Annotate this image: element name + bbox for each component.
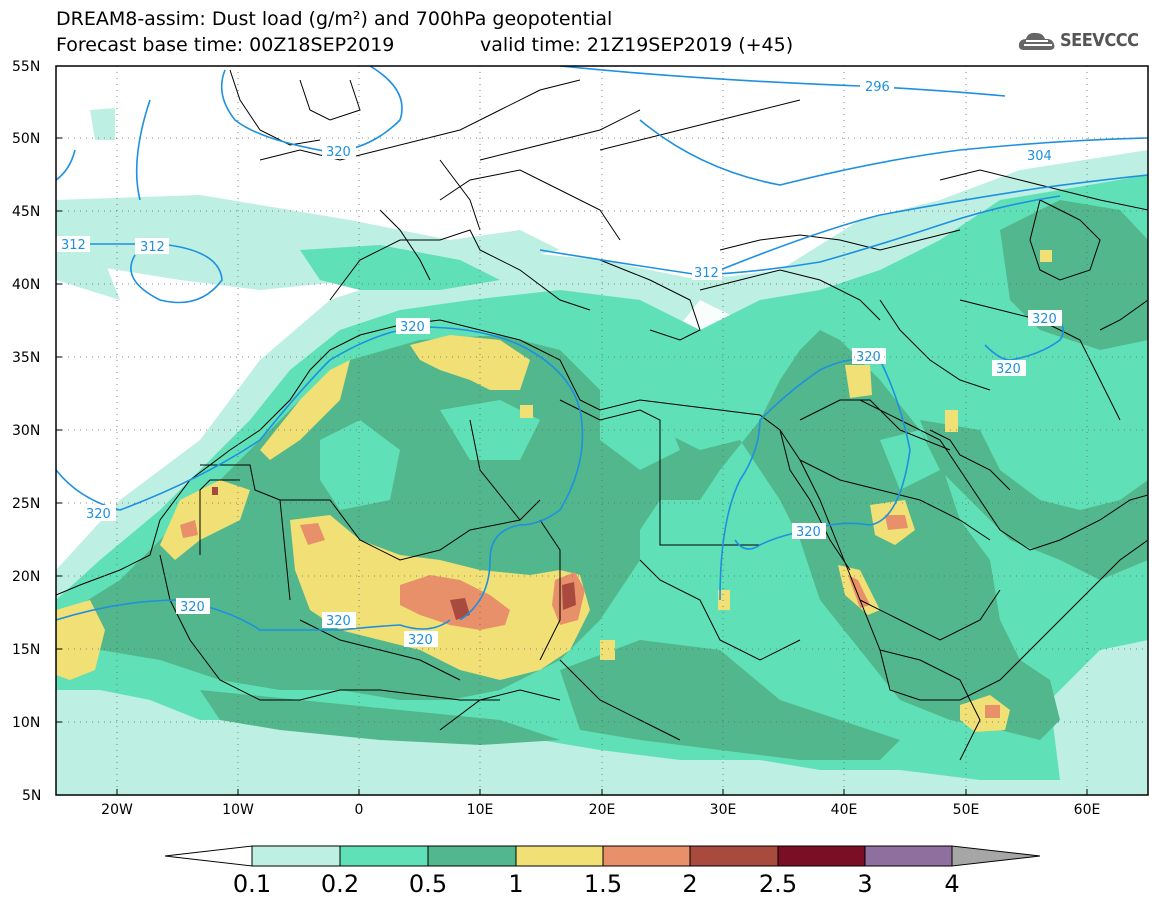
colorbar-swatch (864, 845, 953, 867)
forecast-base-time: Forecast base time: 00Z18SEP2019 (56, 34, 395, 56)
logo-text: SEEVCCC (1060, 30, 1139, 51)
contour-label: 320 (856, 350, 881, 365)
lon-label: 10W (222, 802, 254, 818)
colorbar-label: 1.5 (583, 870, 623, 898)
contour-label: 304 (1027, 149, 1052, 164)
seevccc-logo: SEEVCCC (1018, 28, 1153, 56)
lat-label: 30N (12, 423, 40, 439)
contour-label: 320 (996, 362, 1021, 377)
lat-label: 45N (12, 204, 40, 220)
lon-label: 10E (467, 802, 494, 818)
contour-label: 320 (326, 145, 351, 160)
lat-label: 20N (12, 569, 40, 585)
colorbar-label: 4 (944, 870, 960, 898)
contour-label: 312 (694, 266, 719, 281)
lat-label: 25N (12, 496, 40, 512)
contour-label: 320 (400, 320, 425, 335)
lat-label: 35N (12, 350, 40, 366)
lon-label: 20E (589, 802, 616, 818)
colorbar-label: 2 (682, 870, 698, 898)
dust-shading (56, 66, 1148, 795)
colorbar-swatch (339, 845, 429, 867)
contour-label: 320 (326, 614, 351, 629)
colorbar-label: 0.1 (232, 870, 272, 898)
colorbar-swatch (689, 845, 779, 867)
lon-label: 40E (831, 802, 858, 818)
lon-label: 20W (101, 802, 133, 818)
valid-time: valid time: 21Z19SEP2019 (+45) (480, 34, 794, 56)
colorbar-high-arrow (951, 845, 1041, 867)
coastlines (56, 69, 1148, 761)
colorbar-swatch (602, 845, 691, 867)
latitude-labels: 55N 50N 45N 40N 35N 30N 25N 20N 15N 10N … (12, 59, 41, 804)
lat-label: 10N (12, 715, 40, 731)
colorbar (164, 845, 1041, 867)
lat-label: 50N (12, 131, 40, 147)
gridlines (56, 66, 1148, 795)
axis-ticks (56, 65, 1088, 795)
lon-label: 60E (1074, 802, 1101, 818)
colorbar-swatch (777, 845, 866, 867)
colorbar-label: 0.2 (320, 870, 360, 898)
colorbar-label: 1 (508, 870, 524, 898)
contour-label: 320 (408, 633, 433, 648)
lat-label: 40N (12, 277, 40, 293)
map-title: DREAM8-assim: Dust load (g/m²) and 700hP… (56, 8, 613, 30)
contour-label: 320 (796, 525, 821, 540)
contour-label: 312 (61, 238, 86, 253)
lon-label: 30E (710, 802, 737, 818)
contour-label: 312 (140, 240, 165, 255)
contour-label: 320 (180, 600, 205, 615)
contour-labels: 296 304 312 312 312 320 320 320 320 320 … (56, 78, 1062, 648)
colorbar-label: 3 (857, 870, 873, 898)
lat-label: 15N (12, 642, 40, 658)
lon-label: 50E (953, 802, 980, 818)
colorbar-swatch (427, 845, 517, 867)
contour-label: 296 (865, 80, 890, 95)
colorbar-swatch (515, 845, 604, 867)
cloud-logo-icon (1018, 32, 1055, 50)
colorbar-label: 2.5 (758, 870, 798, 898)
colorbar-swatch (251, 845, 341, 867)
dust-level-2 (450, 598, 470, 620)
colorbar-label: 0.5 (408, 870, 448, 898)
lon-label: 0 (355, 802, 364, 818)
longitude-labels: 20W 10W 0 10E 20E 30E 40E 50E 60E (101, 802, 1100, 818)
contour-label: 320 (86, 507, 111, 522)
lat-label: 5N (22, 788, 41, 804)
colorbar-low-arrow (164, 845, 253, 867)
lat-label: 55N (12, 59, 40, 75)
contour-label: 320 (1032, 312, 1057, 327)
